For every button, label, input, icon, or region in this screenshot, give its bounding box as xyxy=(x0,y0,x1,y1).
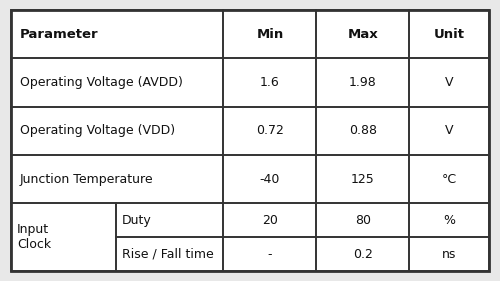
Bar xyxy=(11,10,224,58)
Text: 80: 80 xyxy=(355,214,371,227)
Text: -: - xyxy=(268,248,272,261)
Text: Unit: Unit xyxy=(434,28,464,40)
Bar xyxy=(116,237,224,271)
Bar xyxy=(116,237,224,271)
Bar xyxy=(316,237,410,271)
Bar xyxy=(410,58,489,106)
Bar xyxy=(316,237,410,271)
Text: 20: 20 xyxy=(262,214,278,227)
Bar xyxy=(224,10,316,58)
Bar xyxy=(224,155,316,203)
Bar xyxy=(224,155,316,203)
Bar xyxy=(316,155,410,203)
Bar xyxy=(11,155,224,203)
Bar xyxy=(11,203,116,271)
Text: 0.2: 0.2 xyxy=(353,248,373,261)
Bar xyxy=(11,106,224,155)
Bar xyxy=(316,58,410,106)
Bar xyxy=(316,106,410,155)
Bar xyxy=(410,203,489,237)
Bar xyxy=(410,106,489,155)
Text: ns: ns xyxy=(442,248,456,261)
Bar xyxy=(11,58,224,106)
Text: V: V xyxy=(445,124,454,137)
Text: Duty: Duty xyxy=(122,214,152,227)
Bar xyxy=(116,203,224,237)
Bar xyxy=(410,155,489,203)
Text: Parameter: Parameter xyxy=(20,28,98,40)
Bar xyxy=(410,10,489,58)
Bar xyxy=(224,237,316,271)
Bar xyxy=(116,203,224,237)
Bar xyxy=(316,106,410,155)
Bar xyxy=(316,203,410,237)
Text: Min: Min xyxy=(256,28,283,40)
Text: Junction Temperature: Junction Temperature xyxy=(20,173,154,185)
Bar xyxy=(11,58,224,106)
Bar xyxy=(410,155,489,203)
Bar xyxy=(11,106,224,155)
Text: 1.6: 1.6 xyxy=(260,76,280,89)
Text: 1.98: 1.98 xyxy=(349,76,376,89)
Bar xyxy=(11,10,224,58)
Text: 0.72: 0.72 xyxy=(256,124,284,137)
Bar xyxy=(316,203,410,237)
Text: -40: -40 xyxy=(260,173,280,185)
Text: Operating Voltage (VDD): Operating Voltage (VDD) xyxy=(20,124,175,137)
Bar xyxy=(316,10,410,58)
Bar xyxy=(410,58,489,106)
Text: Rise / Fall time: Rise / Fall time xyxy=(122,248,214,261)
Text: 0.88: 0.88 xyxy=(349,124,377,137)
Bar xyxy=(410,237,489,271)
Bar xyxy=(410,237,489,271)
Bar xyxy=(224,106,316,155)
Bar xyxy=(224,58,316,106)
Bar xyxy=(224,106,316,155)
Text: %: % xyxy=(443,214,455,227)
Bar xyxy=(11,203,116,271)
Text: V: V xyxy=(445,76,454,89)
Bar xyxy=(224,58,316,106)
Bar xyxy=(224,237,316,271)
Bar xyxy=(224,203,316,237)
Bar xyxy=(410,203,489,237)
Text: Input
Clock: Input Clock xyxy=(17,223,51,251)
Text: °C: °C xyxy=(442,173,456,185)
Bar xyxy=(410,10,489,58)
Bar xyxy=(224,203,316,237)
Bar xyxy=(316,155,410,203)
Bar xyxy=(316,10,410,58)
Bar xyxy=(11,155,224,203)
Bar xyxy=(316,58,410,106)
Text: Max: Max xyxy=(348,28,378,40)
Text: Operating Voltage (AVDD): Operating Voltage (AVDD) xyxy=(20,76,183,89)
Bar xyxy=(410,106,489,155)
Text: 125: 125 xyxy=(351,173,374,185)
Bar xyxy=(224,10,316,58)
